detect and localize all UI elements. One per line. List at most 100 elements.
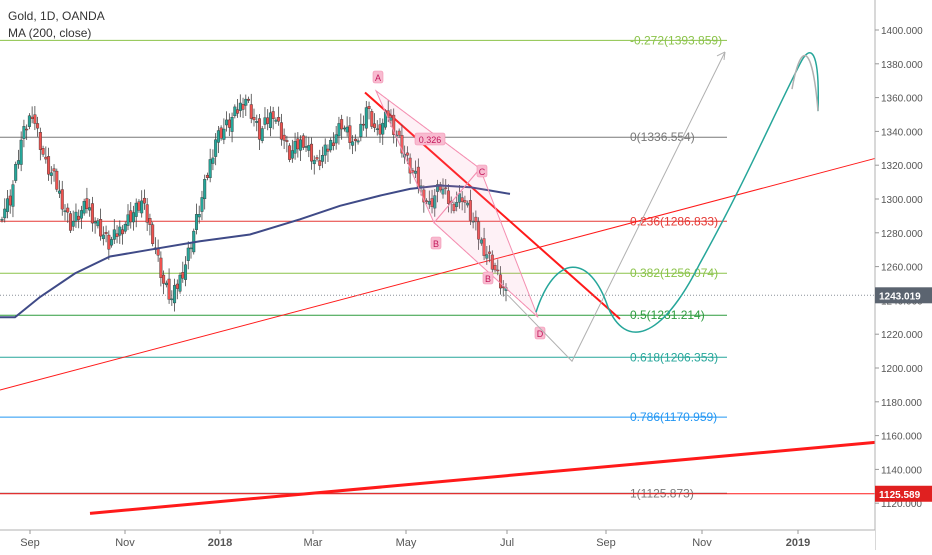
candle <box>200 190 204 221</box>
candle <box>186 241 190 270</box>
candle-body <box>60 189 64 210</box>
candle-body <box>252 117 256 121</box>
candle <box>101 226 105 246</box>
candle <box>30 106 34 124</box>
candle <box>194 203 198 235</box>
candle-body <box>219 127 223 139</box>
candle-body <box>118 226 122 236</box>
candle-body <box>107 234 111 250</box>
price-tag-label: 1125.589 <box>879 490 921 501</box>
price-tag-label: 1243.019 <box>879 291 921 302</box>
price-tag-bg <box>875 485 932 502</box>
current-price-tag: 1243.019 <box>875 287 932 304</box>
time-tick-label: 2018 <box>208 537 232 549</box>
price-tick-label: 1380.000 <box>881 60 923 71</box>
candle-body <box>230 117 234 132</box>
candle <box>167 268 171 304</box>
candle <box>301 133 305 150</box>
candle-body <box>490 254 494 270</box>
candle-body <box>301 135 305 148</box>
candle <box>36 116 40 137</box>
price-tick-label: 1400.000 <box>881 26 923 37</box>
candle-body <box>433 195 437 209</box>
candle <box>257 113 261 150</box>
candle-body <box>268 112 272 128</box>
candle-body <box>8 195 12 206</box>
candle-body <box>378 124 382 135</box>
resistance-trendline <box>364 91 621 320</box>
candle-body <box>255 121 259 123</box>
candle <box>107 230 111 260</box>
candle <box>11 180 15 218</box>
price-tick-label: 1260.000 <box>881 263 923 274</box>
candle <box>153 237 157 255</box>
price-tick-label: 1360.000 <box>881 94 923 105</box>
candle <box>392 108 396 144</box>
candle <box>268 106 272 137</box>
candle-body <box>337 123 341 137</box>
candle-body <box>27 115 31 127</box>
price-axis[interactable]: 1400.000 1380.000 1360.000 1340.000 1320.000… <box>874 0 932 550</box>
candle-body <box>33 114 37 124</box>
candle <box>156 239 160 262</box>
candle <box>142 189 146 210</box>
candle-body <box>104 232 108 234</box>
candle <box>173 278 177 312</box>
candle-body <box>468 200 472 221</box>
candle-body <box>241 104 245 110</box>
candle <box>22 119 26 148</box>
candle-body <box>173 285 177 304</box>
candle <box>288 143 292 163</box>
candle-body <box>356 140 360 143</box>
candle <box>63 204 67 221</box>
pattern-tag-label: B <box>485 274 491 284</box>
candle-body <box>22 126 26 139</box>
candle <box>5 190 9 219</box>
symbol-title: Gold, 1D, OANDA <box>8 9 105 23</box>
candle <box>359 113 363 142</box>
candle <box>463 195 467 214</box>
candle-body <box>353 138 357 141</box>
candle <box>25 124 29 141</box>
candle <box>331 132 335 151</box>
candle <box>433 189 437 217</box>
candle <box>71 210 75 231</box>
candle <box>47 147 51 181</box>
horizontal-line-price-tag: 1125.589 <box>875 485 932 502</box>
candle-body <box>164 282 168 286</box>
candle <box>14 161 18 184</box>
candle <box>381 118 385 145</box>
candle <box>189 243 193 259</box>
candle-body <box>359 123 363 137</box>
candle <box>362 115 366 131</box>
candle-body <box>312 159 316 165</box>
candle <box>60 180 64 216</box>
candle-body <box>446 190 450 204</box>
candle-body <box>181 272 185 279</box>
candle <box>216 125 220 154</box>
pattern-ratio-tag: 0.326 <box>414 132 446 146</box>
candle-body <box>441 188 445 195</box>
candle-body <box>41 148 45 155</box>
candle <box>175 279 179 300</box>
candle-body <box>186 247 190 261</box>
time-axis[interactable]: Sep Nov 2018 Mar May Jul Sep Nov 2019 <box>0 529 875 550</box>
time-tick-label: Sep <box>596 537 616 549</box>
candle-body <box>271 111 275 119</box>
long-term-trendline <box>89 440 876 515</box>
projection-peak-arc <box>791 55 819 112</box>
candle <box>323 138 327 164</box>
pattern-tag-label: B <box>433 239 439 249</box>
candle-body <box>249 104 253 119</box>
candle-body <box>452 203 456 212</box>
candle-body <box>244 98 248 106</box>
candle <box>485 245 489 265</box>
candle <box>233 104 237 119</box>
candle-body <box>148 218 152 225</box>
candle <box>342 125 346 132</box>
candle <box>137 199 141 213</box>
fib-label: 0(1336.554) <box>630 130 695 144</box>
candle <box>438 181 442 193</box>
